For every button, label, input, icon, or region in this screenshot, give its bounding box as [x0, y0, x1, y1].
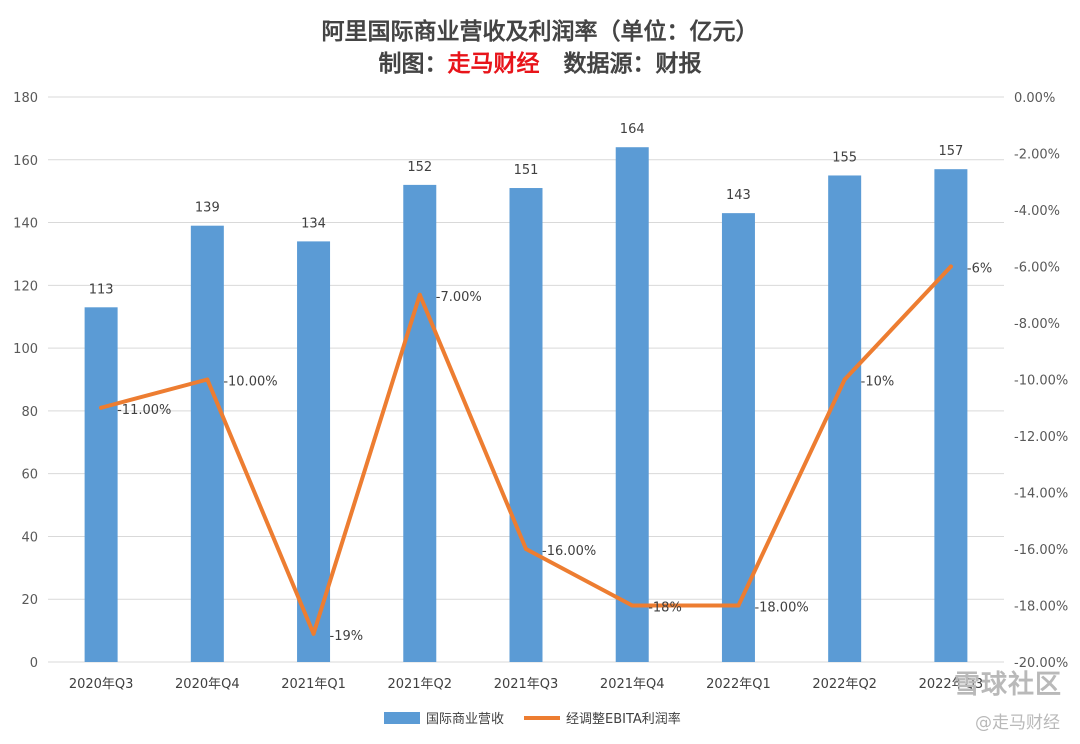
- y-left-tick-label: 40: [21, 530, 38, 545]
- x-tick-label: 2021年Q1: [281, 677, 346, 692]
- line-point: [630, 603, 635, 608]
- legend-swatch-bar: [384, 712, 420, 724]
- line-data-label: -7.00%: [436, 290, 482, 305]
- y-right-tick-label: -6.00%: [1014, 261, 1060, 276]
- line-point: [736, 603, 741, 608]
- y-left-tick-label: 180: [13, 91, 38, 106]
- y-right-tick-label: -16.00%: [1014, 543, 1068, 558]
- line-data-label: -18.00%: [754, 601, 808, 616]
- line-data-label: -6%: [967, 262, 992, 277]
- subtitle-prefix: 制图：: [378, 50, 448, 77]
- x-tick-label: 2021年Q2: [387, 677, 452, 692]
- y-right-tick-label: -4.00%: [1014, 204, 1060, 219]
- bar-data-label: 157: [938, 144, 963, 159]
- bar-data-label: 143: [726, 188, 751, 203]
- y-left-tick-label: 100: [13, 342, 38, 357]
- legend-label-bar: 国际商业营收: [426, 712, 504, 727]
- bar: [190, 225, 224, 662]
- y-right-tick-label: -14.00%: [1014, 487, 1068, 502]
- line-data-label: -18%: [648, 601, 682, 616]
- y-right-tick-label: -10.00%: [1014, 374, 1068, 389]
- bar-data-label: 155: [832, 150, 857, 165]
- y-right-tick-label: 0.00%: [1014, 91, 1055, 106]
- x-tick-label: 2020年Q3: [69, 677, 134, 692]
- line-data-label: -10%: [861, 375, 895, 390]
- bar: [828, 175, 862, 662]
- line-point: [311, 631, 316, 636]
- bar-data-label: 152: [407, 160, 432, 175]
- bar: [934, 169, 968, 662]
- line-point: [205, 377, 210, 382]
- watermark-main: 雪球社区: [953, 670, 1062, 700]
- y-right-tick-label: -18.00%: [1014, 600, 1068, 615]
- y-right-tick-label: -12.00%: [1014, 430, 1068, 445]
- line-data-label: -10.00%: [223, 375, 277, 390]
- line-point: [99, 405, 104, 410]
- bar-data-label: 139: [195, 201, 220, 216]
- x-tick-label: 2022年Q3: [919, 677, 984, 692]
- watermark-sub: @走马财经: [975, 713, 1060, 733]
- chart-title: 阿里国际商业营收及利润率（单位：亿元）: [321, 18, 759, 45]
- line-point: [524, 547, 528, 551]
- bar-data-label: 134: [301, 216, 326, 231]
- x-tick-label: 2020年Q4: [175, 677, 240, 692]
- chart-subtitle: 制图：走马财经 数据源：财报: [0, 44, 1080, 78]
- y-left-tick-label: 120: [13, 279, 38, 294]
- y-left-tick-label: 140: [13, 217, 38, 232]
- bar: [721, 213, 755, 662]
- bar: [615, 147, 649, 662]
- bar: [84, 307, 118, 662]
- bar: [509, 188, 543, 662]
- y-right-tick-label: -2.00%: [1014, 148, 1060, 163]
- bar-data-label: 113: [89, 282, 114, 297]
- y-left-tick-label: 80: [21, 405, 38, 420]
- y-right-tick-label: -20.00%: [1014, 656, 1068, 671]
- legend-label-line: 经调整EBITA利润率: [566, 711, 681, 727]
- y-right-tick-label: -8.00%: [1014, 317, 1060, 332]
- subtitle-brand: 走马财经: [447, 50, 540, 77]
- line-point: [948, 264, 953, 269]
- line-data-label: -16.00%: [542, 544, 596, 559]
- y-left-tick-label: 0: [30, 656, 38, 671]
- y-left-tick-label: 60: [21, 468, 38, 483]
- x-tick-label: 2022年Q2: [812, 677, 877, 692]
- y-left-tick-label: 160: [13, 154, 38, 169]
- x-tick-label: 2021年Q3: [494, 677, 559, 692]
- bar: [297, 241, 331, 662]
- subtitle-suffix: 数据源：财报: [539, 50, 702, 77]
- y-left-tick-label: 20: [21, 593, 38, 608]
- line-data-label: -11.00%: [117, 403, 171, 418]
- line-point: [842, 377, 847, 382]
- bar-data-label: 151: [514, 163, 539, 178]
- bar: [403, 184, 437, 662]
- x-tick-label: 2021年Q4: [600, 677, 665, 692]
- line-data-label: -19%: [330, 629, 364, 644]
- x-tick-label: 2022年Q1: [706, 677, 771, 692]
- line-point: [417, 292, 422, 297]
- bar-data-label: 164: [620, 122, 645, 137]
